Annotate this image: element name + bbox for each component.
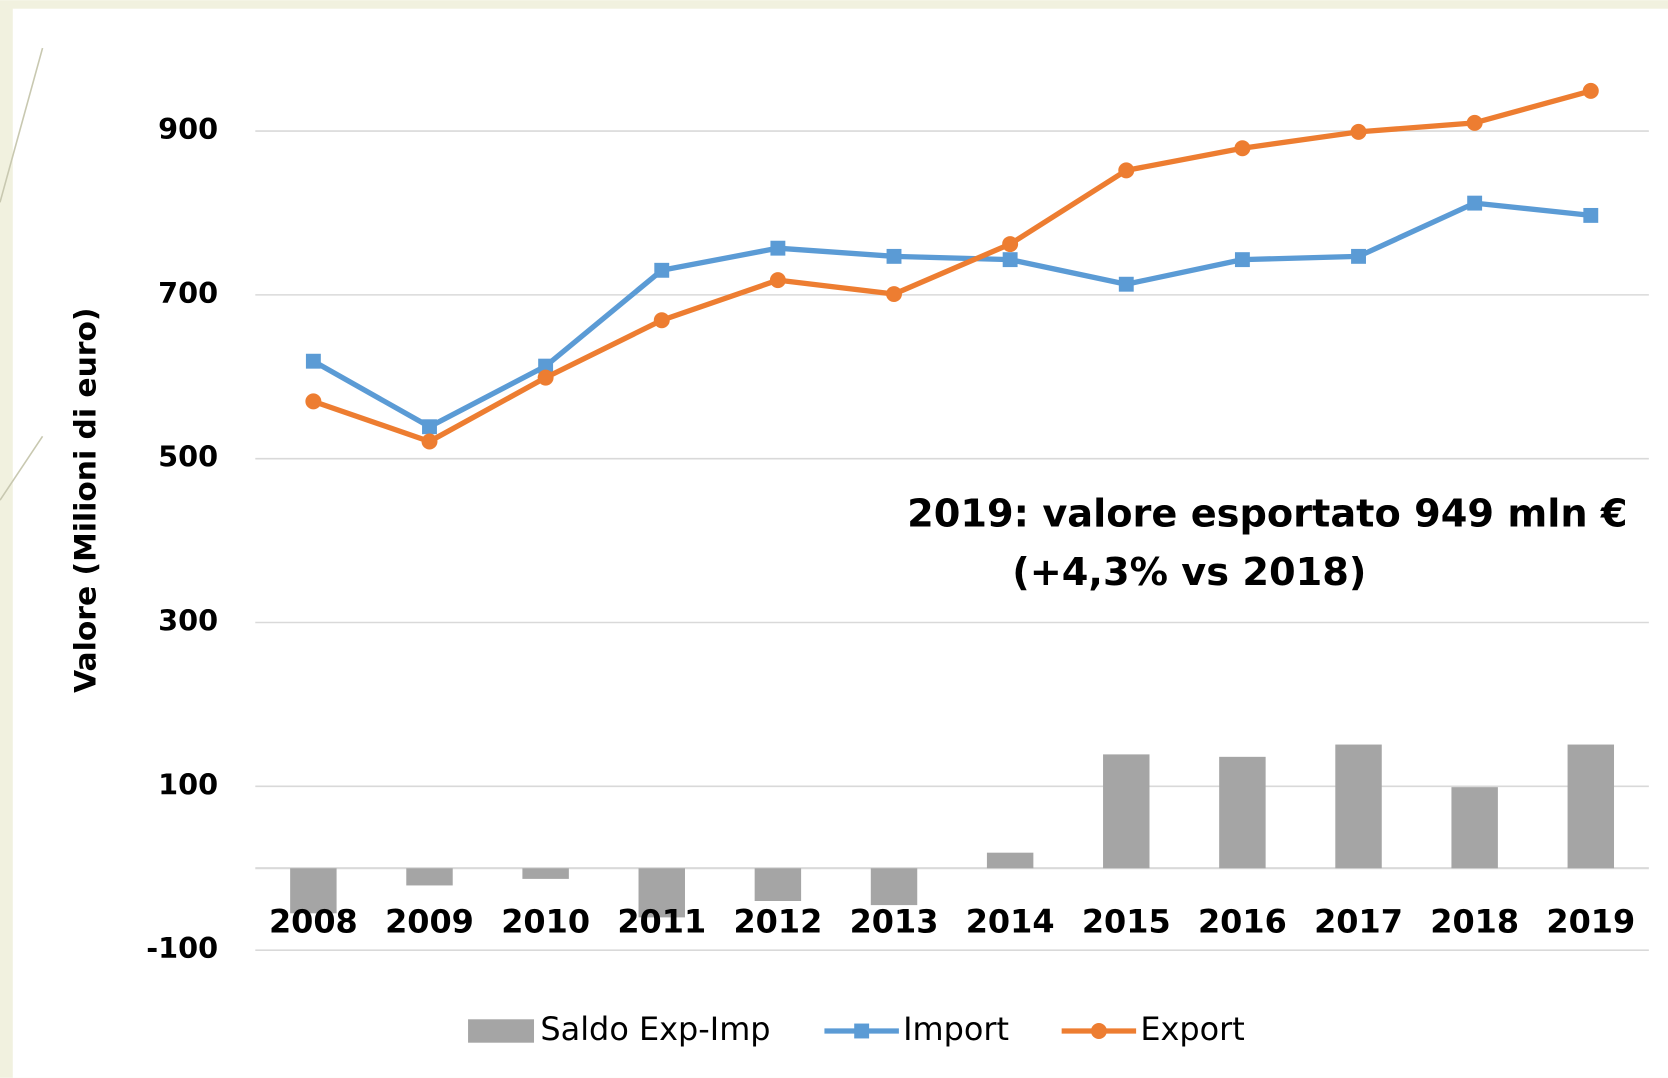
- marker: [421, 433, 438, 450]
- y-tick-label: 700: [158, 276, 218, 310]
- marker: [422, 419, 437, 435]
- x-tick-label: 2014: [966, 903, 1055, 941]
- x-tick-label: 2011: [617, 903, 706, 941]
- marker: [1234, 252, 1250, 268]
- marker: [770, 240, 786, 256]
- bar: [986, 852, 1034, 869]
- x-tick-label: 2009: [385, 903, 474, 941]
- legend-label: Saldo Exp-Imp: [540, 1010, 770, 1048]
- x-tick-label: 2013: [850, 903, 939, 941]
- bar: [1451, 787, 1498, 869]
- bar: [1219, 756, 1266, 869]
- marker: [537, 369, 554, 386]
- annotation: (+4,3% vs 2018): [1012, 550, 1366, 595]
- marker: [305, 353, 321, 369]
- marker: [305, 393, 322, 410]
- x-tick-label: 2010: [501, 903, 590, 941]
- marker: [1466, 114, 1483, 131]
- bar: [1567, 744, 1615, 869]
- marker: [1118, 162, 1135, 179]
- x-tick-label: 2008: [269, 903, 358, 941]
- y-tick-label: 100: [158, 767, 218, 801]
- marker: [1350, 123, 1367, 140]
- bar: [638, 868, 685, 918]
- bar: [406, 868, 453, 886]
- x-tick-label: 2016: [1198, 903, 1287, 941]
- x-tick-label: 2015: [1082, 903, 1171, 941]
- slide-area: [12, 8, 1668, 1078]
- marker: [1583, 207, 1599, 223]
- marker: [653, 312, 670, 329]
- bar: [290, 868, 337, 914]
- line-series: [312, 88, 1592, 445]
- bar: [754, 868, 802, 902]
- marker: [1234, 140, 1251, 157]
- legend-swatch: [468, 1019, 535, 1043]
- legend-label: Export: [1140, 1010, 1244, 1048]
- legend-marker: [854, 1023, 870, 1039]
- legend-marker: [1090, 1023, 1107, 1039]
- line-series: [312, 200, 1592, 430]
- y-tick-label: -100: [146, 931, 218, 965]
- y-tick-label: 900: [158, 112, 218, 146]
- bar: [870, 868, 918, 906]
- x-tick-label: 2018: [1430, 903, 1519, 941]
- marker: [769, 272, 786, 289]
- marker: [1002, 252, 1018, 268]
- annotation: 2019: valore esportato 949 mln €: [907, 492, 1627, 537]
- bar: [1103, 754, 1150, 869]
- x-tick-label: 2019: [1546, 903, 1635, 941]
- marker: [886, 248, 902, 264]
- y-tick-label: 500: [158, 440, 218, 474]
- y-tick-label: 300: [158, 604, 218, 638]
- decoration: [0, 435, 44, 501]
- bar: [1335, 744, 1382, 869]
- marker: [1467, 195, 1483, 211]
- marker: [1582, 82, 1599, 99]
- marker: [1002, 236, 1019, 253]
- x-tick-label: 2017: [1314, 903, 1403, 941]
- marker: [538, 358, 554, 374]
- decoration: [0, 47, 44, 203]
- y-axis-label: Valore (Milioni di euro): [69, 307, 104, 692]
- x-tick-label: 2012: [733, 903, 822, 941]
- marker: [886, 286, 902, 303]
- marker: [1351, 248, 1366, 264]
- legend-label: Import: [903, 1010, 1009, 1048]
- marker: [654, 262, 670, 278]
- bar: [522, 868, 569, 879]
- marker: [1118, 276, 1134, 292]
